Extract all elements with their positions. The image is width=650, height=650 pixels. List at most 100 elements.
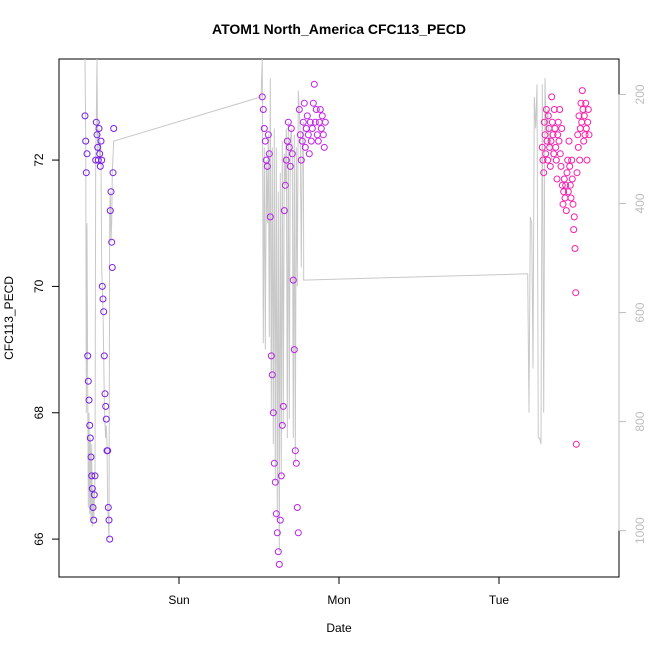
data-point [108,238,116,246]
data-point [258,93,266,101]
y-right-tick-label: 600 [633,302,647,322]
data-point [554,131,562,139]
data-point [560,175,568,183]
data-point [261,137,269,145]
data-point [319,131,327,139]
data-point [301,143,309,151]
data-point [291,447,299,455]
data-point [276,516,284,524]
data-point [299,118,307,126]
data-point [560,188,568,196]
data-point [100,308,108,316]
data-point [278,421,286,429]
data-point [90,516,98,524]
y-right-tick-label: 400 [633,193,647,213]
data-point [295,106,303,113]
data-point [546,162,554,170]
data-point [109,169,117,177]
data-point [580,137,588,145]
data-point [81,112,89,120]
data-point [559,200,567,208]
data-point [104,504,112,511]
data-point [570,213,578,221]
data-point [110,125,118,132]
data-point [271,478,279,486]
data-point [83,150,91,158]
data-point [565,137,573,145]
data-point [573,169,581,177]
data-point [539,156,547,164]
data-point [562,181,570,189]
data-point [566,162,574,170]
data-point [310,80,318,88]
data-point [304,131,312,139]
data-point [571,245,579,252]
data-point [564,188,572,196]
y-axis-right: 200 400 600 800 1000 [618,84,647,544]
data-point [318,112,326,120]
data-point [312,106,320,113]
data-point [277,472,285,480]
data-point [556,106,564,113]
data-point [585,131,593,139]
data-point [96,162,104,170]
data-point [87,453,95,461]
data-point [568,156,576,164]
y-right-tick-label: 1000 [633,517,647,544]
data-point [300,99,308,107]
data-point [285,143,293,151]
data-point [558,125,566,132]
data-point [281,181,289,189]
data-point [86,434,94,442]
y-tick-label: 66 [32,532,46,546]
data-point [555,137,563,145]
data-point [99,295,107,303]
data-point [286,162,294,170]
data-point [98,156,106,164]
data-point [82,137,90,145]
data-point [572,289,580,297]
data-point [576,156,584,164]
data-point [540,169,548,177]
data-point [86,421,94,429]
data-point [582,99,590,107]
data-point [563,169,571,177]
data-point [303,112,311,120]
data-point [305,150,313,158]
data-point [317,125,325,132]
data-point [558,181,566,189]
data-point [284,118,292,126]
data-point [266,213,274,221]
altitude-line-layer [84,59,553,552]
data-point [544,156,552,164]
data-point [553,175,561,183]
data-point [314,137,322,145]
data-point [552,156,560,164]
data-point [550,150,558,158]
data-point [568,175,576,183]
data-point [293,504,301,511]
y-tick-label: 68 [32,406,46,420]
data-point [288,150,296,158]
data-point [274,548,282,556]
data-point [265,150,273,158]
data-point [567,194,575,202]
data-point [582,125,590,132]
data-point [94,156,102,164]
data-point [100,352,108,360]
data-point [105,516,113,524]
data-point [98,282,106,290]
data-point [280,207,288,215]
data-point [584,106,592,113]
x-tick-label: Mon [327,593,350,607]
data-point [575,112,583,120]
data-point [297,156,305,164]
data-point [290,346,298,354]
data-point [542,106,550,113]
data-point [294,529,302,537]
data-point [102,402,110,410]
data-point [88,485,96,493]
data-point [550,106,558,113]
data-point [574,131,582,139]
